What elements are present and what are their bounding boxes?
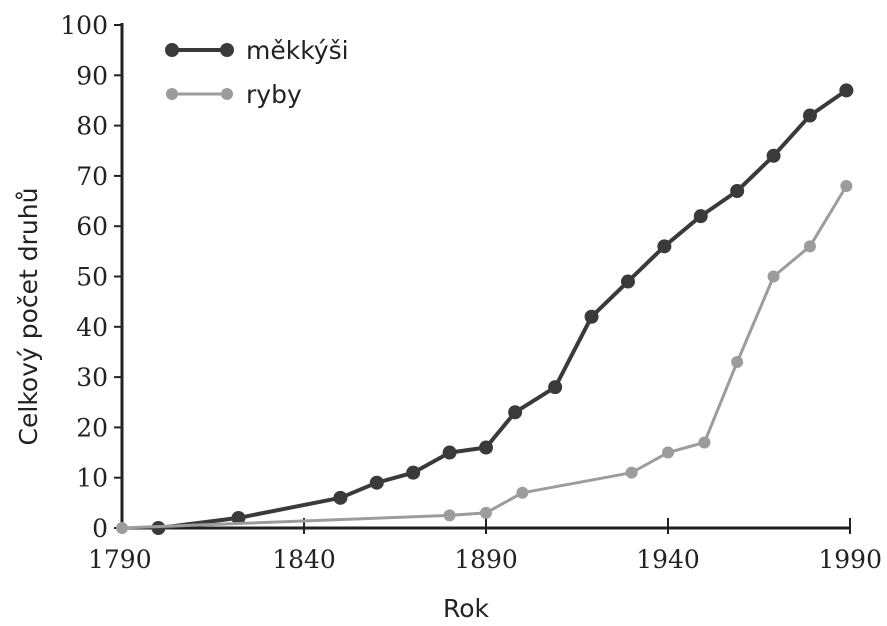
data-point [442,445,457,460]
x-tick-label: 1790 [88,545,152,574]
y-tick-label: 10 [76,464,108,493]
data-point [657,239,672,254]
y-tick-label: 50 [76,263,108,292]
legend-marker [221,88,233,100]
data-point [693,209,708,224]
y-ticks: 0 10 20 30 40 50 60 70 80 90 100 [60,11,122,543]
data-point [116,522,128,534]
y-tick-label: 80 [76,112,108,141]
data-point [731,356,744,369]
series-line [158,88,848,530]
x-tick-label: 1990 [818,545,882,574]
x-axis-title: Rok [443,594,490,623]
legend-label: ryby [246,80,302,109]
y-tick-label: 0 [92,514,108,543]
data-point [584,309,599,324]
legend-item: měkkýši [165,36,349,65]
data-point [516,486,529,499]
data-point [730,183,745,198]
series-ryby [116,179,853,534]
data-point [548,380,563,395]
data-point [333,490,348,505]
y-tick-label: 30 [76,363,108,392]
data-point [766,148,781,163]
data-point [479,440,493,455]
x-tick-label: 1840 [272,545,336,574]
legend-marker [220,43,234,57]
y-tick-label: 20 [76,413,108,442]
data-point [480,506,492,519]
data-point [662,446,674,459]
data-point [620,274,635,289]
y-tick-label: 40 [76,313,108,342]
data-point [443,509,456,522]
data-point [369,475,384,490]
data-point [406,465,421,480]
y-tick-label: 90 [76,61,108,90]
x-tick-label: 1940 [636,545,700,574]
legend-marker [165,43,179,57]
y-tick-label: 60 [76,212,108,241]
series-mekkysi [151,83,854,535]
data-point [625,466,638,479]
legend-label: měkkýši [246,36,349,65]
data-point [840,179,853,192]
data-point [803,240,816,253]
data-point [767,270,780,283]
data-point [231,510,246,525]
data-point [508,405,523,420]
y-tick-label: 100 [60,11,108,40]
data-point [839,83,854,98]
legend: měkkýši ryby [165,36,349,109]
y-axis-title: Celkový počet druhů [14,188,43,446]
data-point [698,436,711,449]
x-ticks: 1790 1840 1890 1940 1990 [88,518,882,574]
x-tick-label: 1890 [454,545,518,574]
legend-marker [166,88,178,100]
y-tick-label: 70 [76,162,108,191]
series-layer [116,83,854,535]
legend-item: ryby [166,80,302,109]
data-point [802,108,817,123]
